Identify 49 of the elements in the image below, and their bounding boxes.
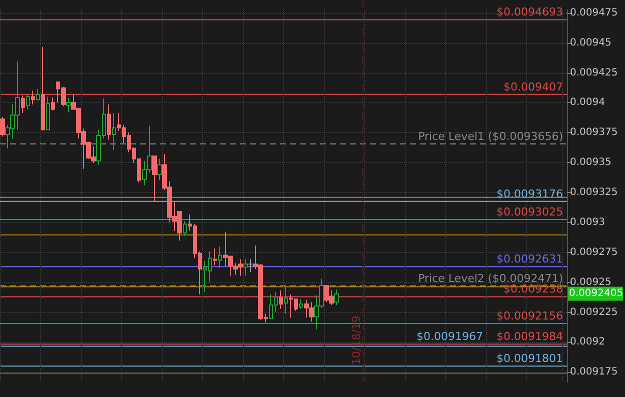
candlestick (243, 258, 248, 276)
ref-line-label: $0.0093176 (496, 187, 563, 200)
candlestick (107, 104, 111, 140)
candlestick (46, 96, 50, 130)
candlestick (299, 298, 303, 310)
candlestick (279, 290, 283, 310)
ref-line-label: $0.0091801 (496, 352, 563, 366)
y-tick-label: 0.00925 (570, 276, 612, 288)
y-tick-label: 0.009275 (570, 246, 618, 258)
candlestick (51, 97, 55, 111)
candlestick (183, 220, 187, 236)
y-tick-label: 0.0093 (570, 216, 605, 228)
text: 0.0092405 (569, 288, 624, 300)
candlestick (112, 112, 116, 151)
ref-line-label: $0.0092156 (496, 310, 563, 323)
candlestick (0, 116, 5, 137)
candlestick (26, 94, 30, 110)
candlestick (41, 46, 45, 130)
y-tick-label: 0.0094 (570, 97, 605, 108)
ref-line-label: $0.0091984 (496, 330, 563, 344)
candlestick (31, 90, 35, 105)
candlestick (248, 258, 253, 272)
ref-line-label: $0.0091967 (416, 330, 483, 344)
annotation: 10/18/19 (350, 316, 363, 365)
ref-line-label: $0.0093025 (496, 205, 563, 218)
candlestick (218, 246, 222, 268)
ref-line-label: Price Level1 ($0.0093656) (418, 130, 563, 143)
y-tick-label: 0.009175 (570, 366, 618, 378)
y-tick-label: 0.009325 (570, 187, 618, 198)
ref-line-label: $0.009407 (504, 80, 563, 94)
y-tick-label: 0.009225 (570, 306, 618, 318)
candlestick (152, 155, 157, 202)
candlestick (21, 95, 25, 114)
candlestick (284, 287, 288, 314)
candlestick (66, 97, 71, 113)
y-tick-label: 0.009375 (570, 127, 618, 138)
candlestick (36, 88, 40, 102)
ref-line-label: $0.0094693 (496, 6, 563, 19)
ref-line-label: $0.009238 (504, 282, 563, 296)
candlestick (157, 158, 162, 181)
candlestick (334, 288, 339, 306)
y-tick-label: 0.00935 (570, 157, 612, 168)
ref-line-label: $0.0092631 (496, 252, 563, 266)
candlestick (213, 248, 217, 266)
y-tick-label: 0.009475 (570, 7, 618, 18)
y-tick-label: 0.00945 (570, 37, 612, 48)
y-tick-label: 0.009425 (570, 67, 618, 78)
y-tick-label: 0.0092 (570, 336, 605, 348)
ref-line-label: Price Level2 ($0.0092471) (418, 272, 563, 285)
